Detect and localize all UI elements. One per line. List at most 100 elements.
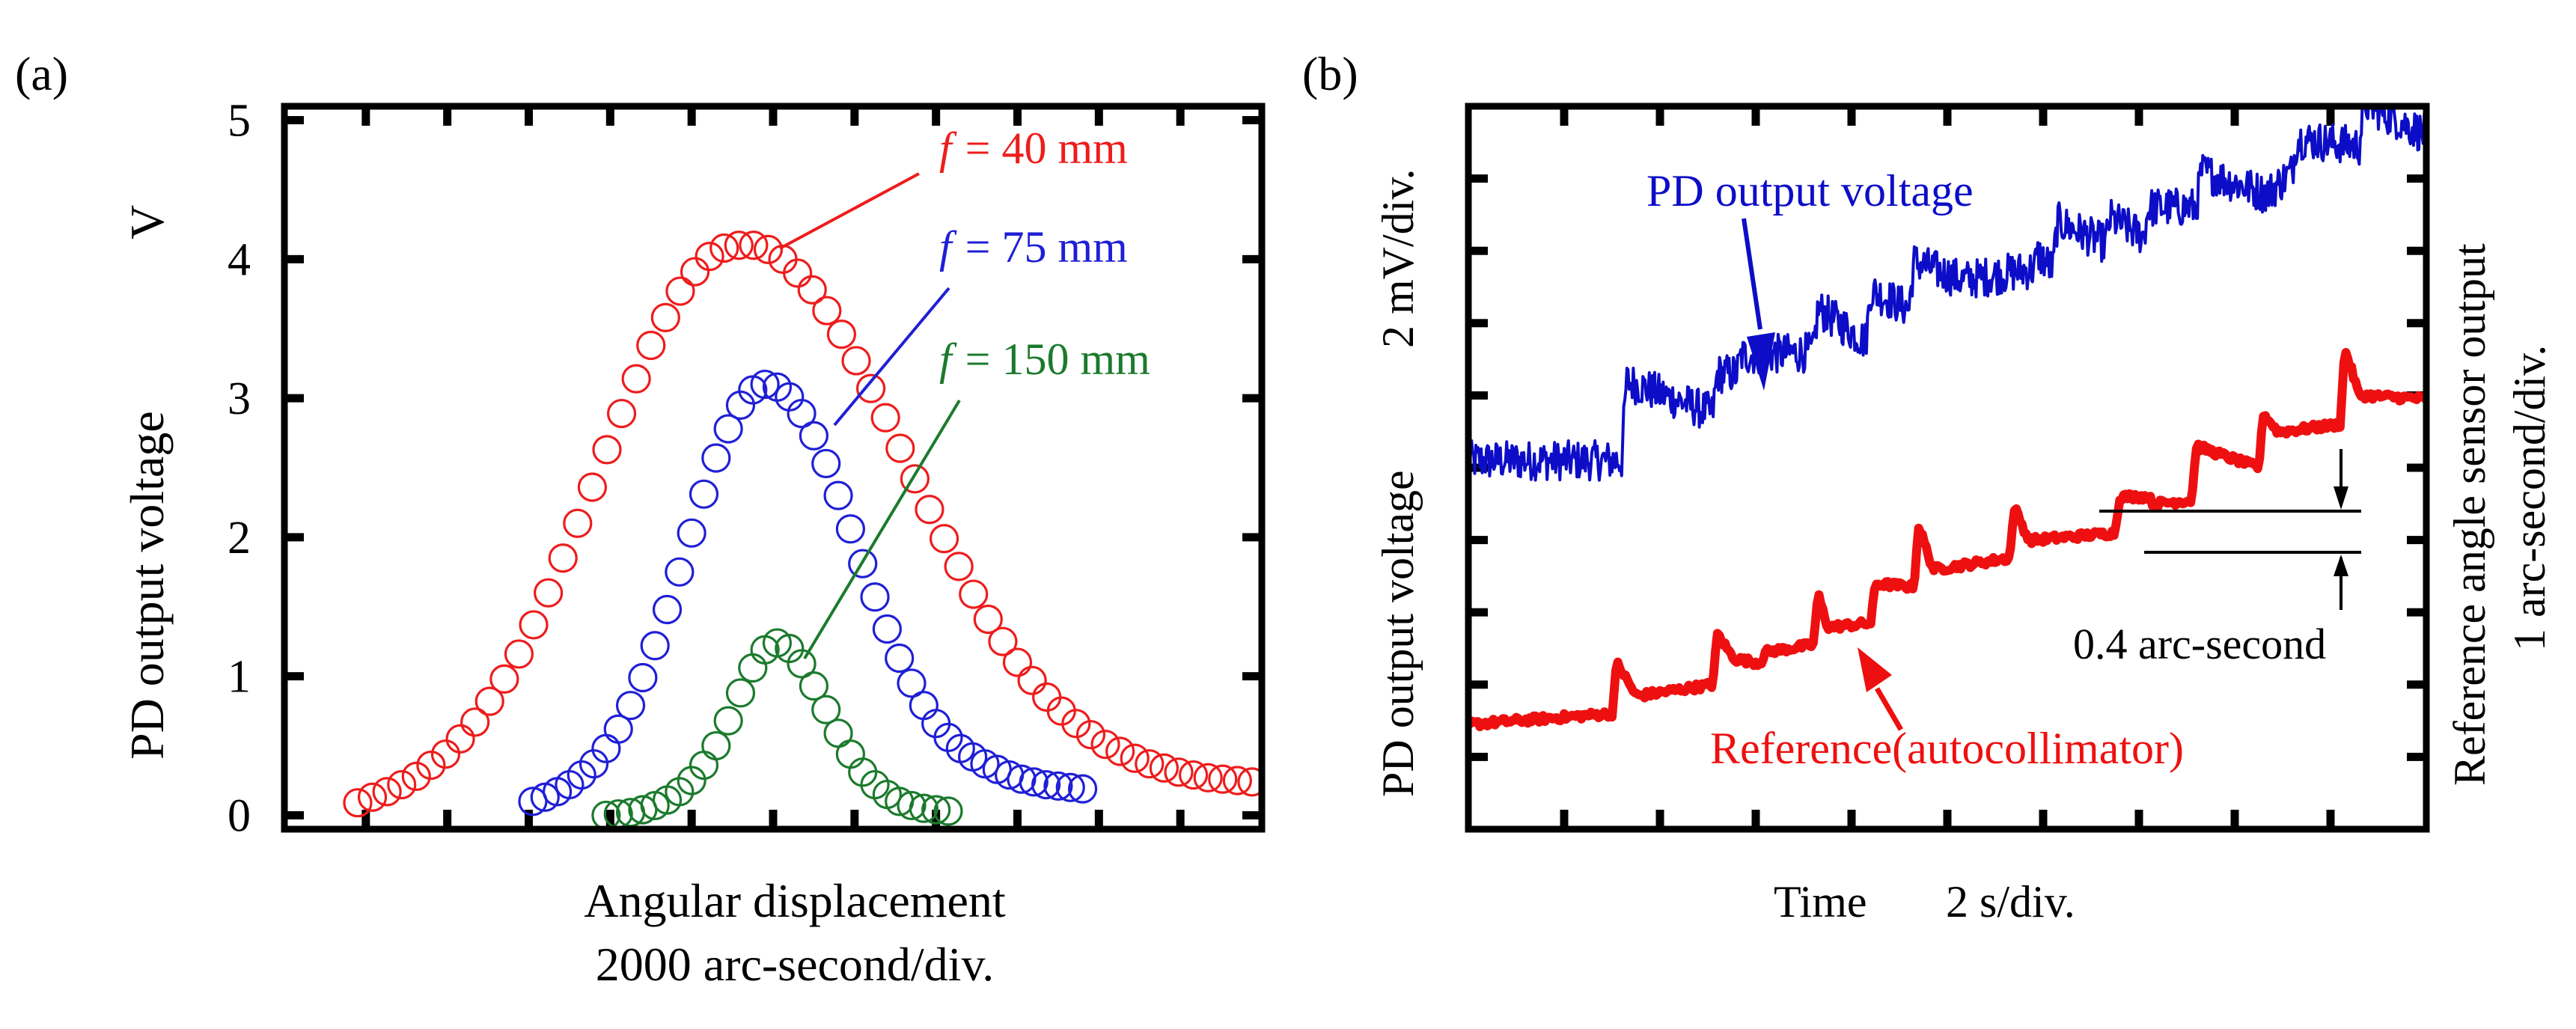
a-data-point [701, 443, 731, 473]
a-data-point [1032, 682, 1062, 712]
panel-a-data [343, 230, 1262, 829]
b-xtick-top [2230, 106, 2239, 126]
a-data-point [606, 398, 637, 429]
panel-a-xlabel-line2: 2000 arc-second/div. [596, 938, 995, 991]
a-data-point [713, 706, 743, 736]
panel-b-ylabel-left-unit: 2 mV/div. [1373, 169, 1423, 348]
a-xtick-top [443, 106, 452, 126]
a-data-point [1193, 763, 1223, 793]
a-legend-leader [779, 172, 920, 250]
b-xtick-bottom [1943, 810, 1952, 829]
b-xtick-top [1943, 106, 1952, 126]
a-data-point [665, 557, 695, 587]
a-data-point [416, 750, 446, 781]
a-data-point [783, 258, 813, 288]
b-xtick-top [1751, 106, 1760, 126]
b-arrow-pd-head [1747, 332, 1775, 391]
panel-b-xunit: 2 s/div. [1946, 877, 2075, 926]
a-ytick-left [284, 116, 304, 125]
a-data-point [750, 369, 780, 400]
a-data-point [797, 275, 827, 305]
panel-b-ylabel-right-line2: 1 arc-second/div. [2505, 345, 2554, 651]
a-data-point [787, 398, 817, 429]
a-data-point [1237, 767, 1262, 797]
a-ytick-label: 4 [228, 234, 251, 285]
a-data-point [713, 414, 743, 444]
a-ytick-left [284, 810, 304, 819]
a-data-point [812, 296, 842, 326]
a-data-point [738, 653, 768, 683]
a-data-point [885, 643, 915, 674]
a-ytick-label: 1 [228, 652, 251, 703]
a-data-point [430, 739, 461, 769]
a-xtick-bottom [605, 810, 614, 829]
b-arrow-ref-shaft [1874, 687, 1904, 731]
b-series-line-0 [1468, 106, 2426, 482]
a-legend-leader [833, 287, 950, 427]
b-ytick-left [1468, 246, 1488, 255]
panel-a-ylabel: PD output voltage [120, 411, 174, 760]
a-legend-leader [803, 399, 961, 660]
a-data-point [823, 718, 853, 748]
a-xtick-bottom [1013, 810, 1022, 829]
b-ytick-right [2407, 463, 2426, 472]
a-data-point [701, 730, 731, 761]
a-series-1 [518, 369, 1098, 816]
panel-a-label: (a) [15, 47, 68, 100]
a-ytick-right [1242, 116, 1262, 125]
panel-b-data [1468, 106, 2426, 732]
a-xtick-top [769, 106, 778, 126]
a-data-point [1007, 764, 1037, 794]
a-data-point [677, 518, 706, 548]
b-arrow-ref-head [1858, 647, 1892, 692]
b-xtick-bottom [2039, 810, 2048, 829]
a-data-point [897, 790, 927, 821]
a-data-point [1149, 753, 1179, 783]
b-ytick-left [1468, 463, 1488, 472]
b-ytick-right [2407, 752, 2426, 761]
b-xtick-bottom [1560, 810, 1569, 829]
b-ytick-right [2407, 174, 2426, 183]
a-ytick-right [1242, 533, 1262, 542]
panel-b-xlabel: Time [1774, 877, 1867, 926]
panel-a-xlabel-line1: Angular displacement [584, 874, 1006, 927]
a-data-point [636, 330, 666, 361]
a-data-point [695, 242, 724, 272]
a-data-point [897, 668, 927, 698]
a-data-point [841, 346, 871, 376]
b-xtick-top [2134, 106, 2143, 126]
a-data-point [933, 796, 963, 826]
a-xtick-bottom [932, 810, 941, 829]
a-data-point [988, 626, 1018, 656]
a-ytick-left [284, 533, 304, 542]
b-xtick-top [1560, 106, 1569, 126]
a-data-point [799, 671, 829, 701]
a-data-point [1043, 771, 1073, 801]
a-xtick-bottom [769, 810, 778, 829]
a-data-point [1178, 760, 1209, 790]
a-ytick-left [284, 254, 304, 263]
a-data-point [944, 552, 974, 581]
a-data-point [835, 739, 865, 769]
a-data-point [474, 686, 504, 716]
a-data-point [929, 524, 959, 554]
a-data-point [489, 664, 519, 694]
a-data-point [504, 639, 534, 669]
a-data-point [563, 508, 593, 538]
a-data-point [860, 582, 890, 612]
a-xtick-bottom [525, 810, 533, 829]
a-data-point [1208, 764, 1238, 794]
a-data-point [921, 795, 951, 825]
a-data-point [826, 320, 857, 349]
a-ytick-right [1242, 672, 1262, 681]
b-xtick-top [2039, 106, 2048, 126]
a-data-point [577, 472, 607, 502]
a-xtick-bottom [850, 810, 859, 829]
a-ytick-left [284, 394, 304, 403]
a-xtick-top [1013, 106, 1022, 126]
b-series-line-1 [1468, 348, 2426, 732]
a-data-point [725, 678, 756, 708]
a-data-point [900, 464, 930, 494]
a-ytick-label: 3 [228, 373, 251, 424]
